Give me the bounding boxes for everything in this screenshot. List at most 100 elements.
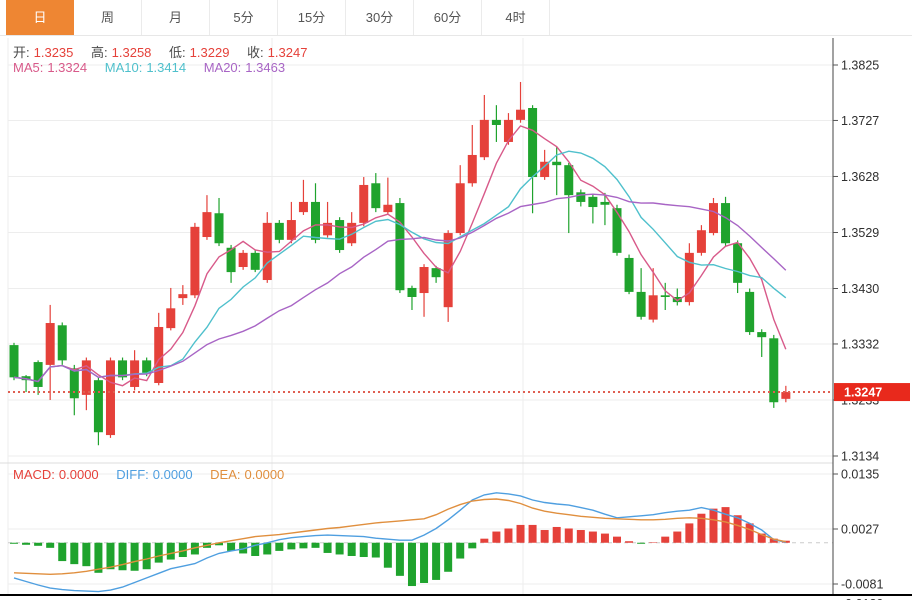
macd-bar <box>106 542 115 570</box>
macd-bar <box>480 538 489 543</box>
macd-bar <box>685 523 694 543</box>
macd-bar <box>359 542 368 558</box>
candle-down <box>250 252 260 270</box>
macd-bar <box>239 542 248 554</box>
macd-bar <box>564 528 573 543</box>
candle-down <box>564 165 574 196</box>
candle-up <box>419 267 429 294</box>
macd-bar <box>371 542 380 558</box>
macd-bar <box>661 536 670 543</box>
candle-down <box>274 222 284 240</box>
tab-week[interactable]: 周 <box>74 0 142 35</box>
candle-up <box>708 203 718 234</box>
macd-bar <box>118 542 127 571</box>
diff-line <box>13 492 786 593</box>
candle-down <box>395 203 405 291</box>
candle-up <box>81 360 91 395</box>
macd-bar <box>323 542 332 553</box>
candle-up <box>516 109 526 120</box>
macd-bar <box>673 531 682 543</box>
tab-month[interactable]: 月 <box>142 0 210 35</box>
macd-bar <box>649 542 658 543</box>
candle-up <box>781 392 791 399</box>
candle-down <box>733 243 743 283</box>
candle-up <box>443 233 453 308</box>
candle-down <box>588 196 598 208</box>
candle-down <box>69 368 79 399</box>
ma-legend: MA5: 1.3324 MA10: 1.3414 MA20: 1.3463 <box>13 60 289 75</box>
candle-down <box>721 203 731 244</box>
macd-bar <box>22 542 31 545</box>
close-label: 收: <box>247 45 264 60</box>
candle-up <box>202 212 212 238</box>
candle-up <box>479 119 489 158</box>
candle-down <box>636 291 646 317</box>
macd-bar <box>82 542 91 567</box>
tab-60min[interactable]: 60分 <box>414 0 482 35</box>
macd-bar <box>588 531 597 543</box>
low-label: 低: <box>169 45 186 60</box>
price-axis-label: 1.3825 <box>841 59 879 73</box>
ohlc-legend: 开: 1.3235 高: 1.3258 低: 1.3229 收: 1.3247 <box>13 42 311 61</box>
macd-bar <box>215 542 224 546</box>
macd-bar <box>190 542 199 555</box>
candle-down <box>9 345 19 378</box>
macd-bar <box>94 542 103 573</box>
macd-axis-label: -0.0081 <box>841 578 883 592</box>
candle-up <box>166 308 176 329</box>
tab-15min[interactable]: 15分 <box>278 0 346 35</box>
candle-down <box>745 291 755 333</box>
macd-bar <box>516 524 525 543</box>
ma5-line <box>13 125 787 387</box>
candle-up <box>383 204 393 213</box>
macd-bar <box>625 541 634 543</box>
macd-bar <box>456 542 465 559</box>
macd-bar <box>721 507 730 543</box>
macd-bar <box>251 542 260 556</box>
macd-bar <box>576 530 585 543</box>
open-value: 1.3235 <box>33 45 74 60</box>
candle-down <box>142 360 152 373</box>
candle-up <box>154 326 164 384</box>
candle-down <box>600 201 610 205</box>
tab-4hour[interactable]: 4时 <box>482 0 550 35</box>
macd-bar <box>600 533 609 543</box>
candle-up <box>359 184 369 223</box>
tab-5min[interactable]: 5分 <box>210 0 278 35</box>
candle-up <box>238 252 248 268</box>
candle-up <box>503 119 513 142</box>
candle-down <box>528 108 538 178</box>
tab-30min[interactable]: 30分 <box>346 0 414 35</box>
candle-down <box>371 183 381 209</box>
macd-bar <box>347 542 356 556</box>
macd-bar <box>383 542 392 568</box>
high-label: 高: <box>91 45 108 60</box>
macd-bar <box>287 542 296 550</box>
macd-bar <box>420 542 429 583</box>
open-label: 开: <box>13 45 30 60</box>
macd-bar <box>613 536 621 543</box>
candle-down <box>552 161 562 166</box>
candle-up <box>45 323 55 365</box>
macd-bar <box>142 542 151 570</box>
macd-bar <box>263 542 272 555</box>
macd-bar <box>444 542 453 572</box>
candle-up <box>467 154 477 184</box>
tab-day[interactable]: 日 <box>6 0 74 35</box>
price-axis-label: 1.3628 <box>841 170 879 184</box>
diff-label: DIFF: <box>116 467 149 482</box>
macd-bar <box>130 542 139 571</box>
candle-down <box>660 295 670 297</box>
macd-bar <box>769 538 778 543</box>
macd-bar <box>528 524 537 543</box>
candle-down <box>769 338 779 403</box>
macd-bar <box>407 542 416 587</box>
macd-bar <box>697 513 706 543</box>
macd-bar <box>335 542 344 555</box>
candle-up <box>190 226 200 296</box>
macd-bar <box>552 526 561 543</box>
macd-bar <box>733 515 742 543</box>
candle-down <box>118 360 128 378</box>
